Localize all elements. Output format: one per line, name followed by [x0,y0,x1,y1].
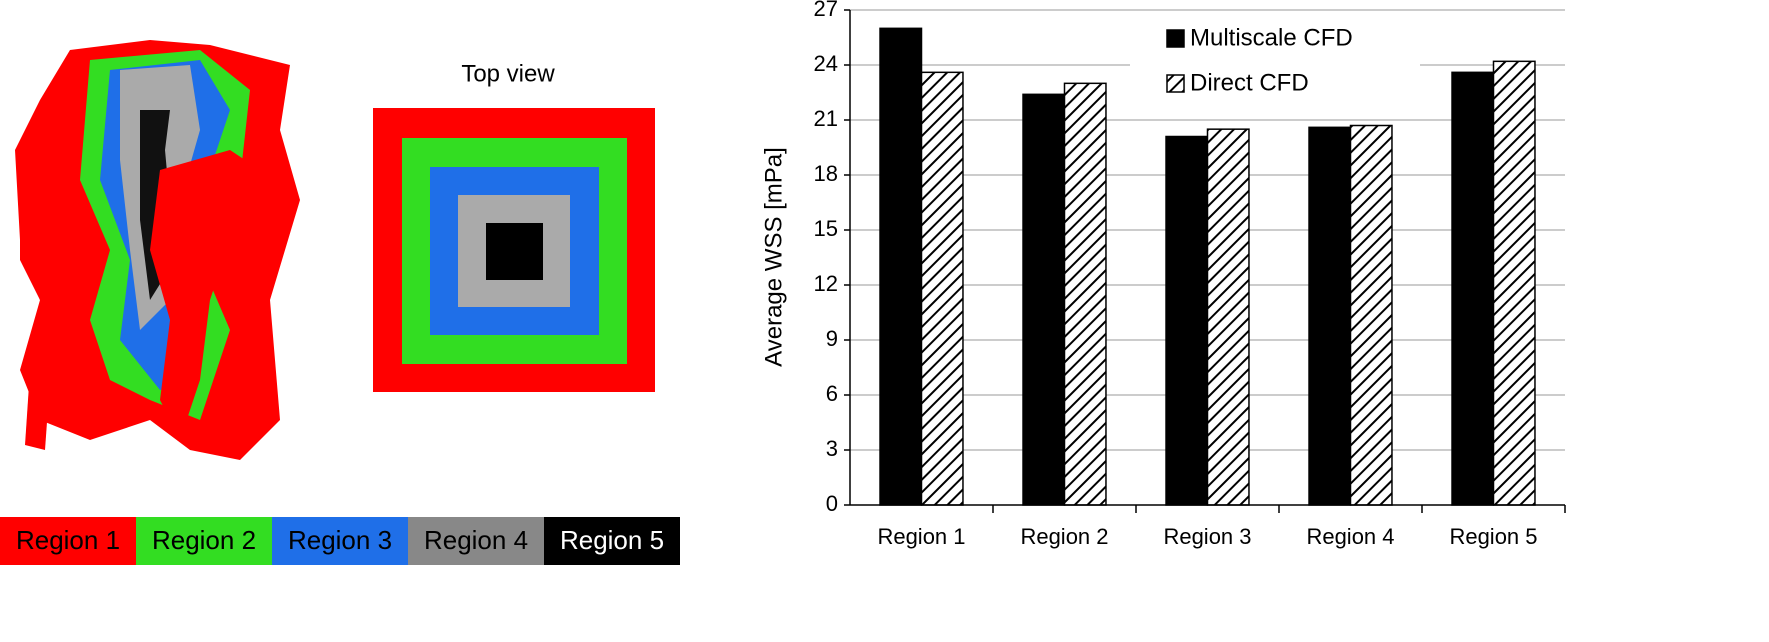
x-tick-label: Region 4 [1306,524,1394,549]
region-swatch [408,517,544,565]
bar [1492,60,1536,506]
view-label: Top view [461,60,555,87]
x-tick-label: Region 2 [1020,524,1108,549]
y-tick-label: 12 [814,271,838,296]
x-tick-label: Region 1 [877,524,965,549]
legend-swatch [1166,29,1185,48]
bar [1022,93,1066,506]
y-tick-label: 18 [814,161,838,186]
bar [1063,82,1107,506]
bar [920,71,964,506]
bar-chart: 0 3 6 9 12 15 18 21 24 27 Region 1 Region 2 Region 3… [814,0,1566,549]
y-tick-label: 21 [814,106,838,131]
bar [1165,135,1209,506]
region-label: Region 2 [152,525,256,555]
y-tick-label: 9 [826,326,838,351]
y-tick-label: 24 [814,51,838,76]
bar [1451,71,1495,506]
y-tick-label: 27 [814,0,838,21]
legend-label: Multiscale CFD [1190,24,1353,51]
bar [1206,128,1250,506]
x-tick-label: Region 5 [1449,524,1537,549]
region-swatch [0,517,136,565]
y-tick-label: 3 [826,436,838,461]
region-swatch [544,517,680,565]
region-label: Region 1 [16,525,120,555]
y-tick-label: 0 [826,491,838,516]
y-tick-label: 6 [826,381,838,406]
region-legend: Region 1 Region 2 Region 3 Region 4 Region 5 [0,517,680,565]
bar [1349,124,1393,506]
render-3d [15,40,300,460]
bar [879,27,923,506]
y-axis-label: Average WSS [mPa] [760,147,787,367]
region-swatch [272,517,408,565]
legend-swatch [1166,74,1185,93]
x-tick-label: Region 3 [1163,524,1251,549]
region-label: Region 4 [424,525,528,555]
region-label: Region 5 [560,525,664,555]
top-view [373,108,655,392]
legend-label: Direct CFD [1190,69,1309,96]
bar [1308,126,1352,506]
y-tick-label: 15 [814,216,838,241]
region-swatch [136,517,272,565]
region-label: Region 3 [288,525,392,555]
